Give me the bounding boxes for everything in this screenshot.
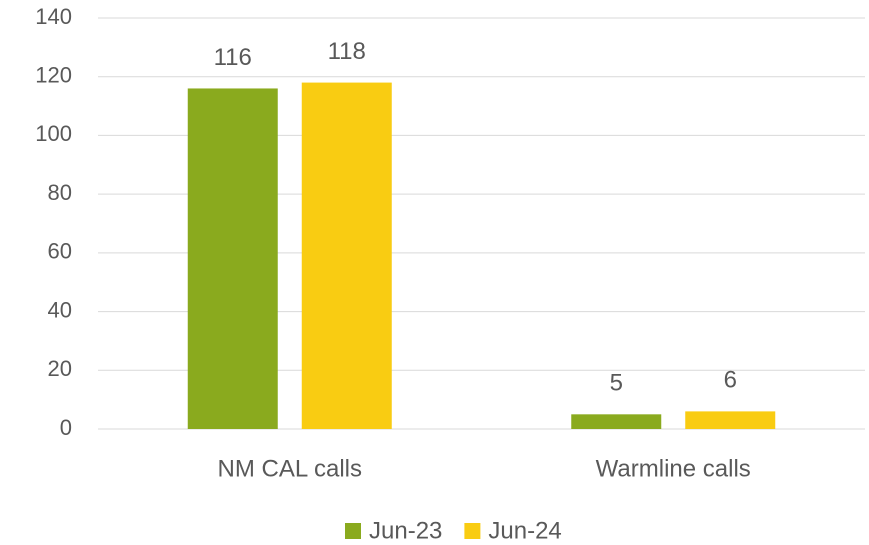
y-tick-label: 140 bbox=[35, 4, 72, 29]
data-label: 6 bbox=[724, 367, 737, 394]
legend-swatch bbox=[345, 523, 361, 539]
bar bbox=[685, 411, 776, 429]
y-tick-label: 0 bbox=[60, 415, 72, 440]
data-label: 118 bbox=[328, 38, 366, 65]
y-tick-label: 120 bbox=[35, 63, 72, 88]
legend-label: Jun-23 bbox=[369, 517, 442, 544]
bar bbox=[187, 88, 278, 429]
bar bbox=[571, 414, 662, 429]
y-tick-label: 40 bbox=[48, 297, 72, 322]
y-tick-label: 100 bbox=[35, 121, 72, 146]
legend-swatch bbox=[464, 523, 481, 539]
legend-label: Jun-24 bbox=[488, 517, 561, 544]
x-tick-label: Warmline calls bbox=[596, 455, 751, 482]
data-label: 116 bbox=[214, 44, 252, 71]
data-label: 5 bbox=[610, 370, 623, 397]
y-tick-label: 80 bbox=[48, 180, 72, 205]
bar bbox=[301, 82, 392, 429]
y-tick-label: 60 bbox=[48, 239, 72, 264]
y-tick-label: 20 bbox=[48, 356, 72, 381]
x-tick-label: NM CAL calls bbox=[218, 455, 362, 482]
